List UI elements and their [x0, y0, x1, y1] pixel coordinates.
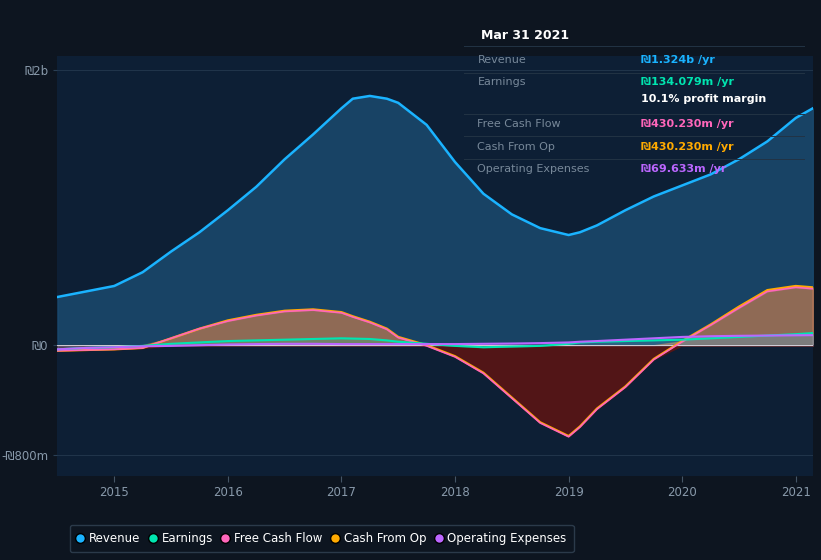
Text: ₪1.324b /yr: ₪1.324b /yr [641, 55, 715, 66]
Text: Revenue: Revenue [478, 55, 526, 66]
Text: ₪134.079m /yr: ₪134.079m /yr [641, 77, 734, 87]
Text: Operating Expenses: Operating Expenses [478, 164, 589, 174]
Text: 10.1% profit margin: 10.1% profit margin [641, 94, 766, 104]
Text: Cash From Op: Cash From Op [478, 142, 555, 152]
Legend: Revenue, Earnings, Free Cash Flow, Cash From Op, Operating Expenses: Revenue, Earnings, Free Cash Flow, Cash … [70, 525, 574, 552]
Text: Mar 31 2021: Mar 31 2021 [481, 29, 569, 42]
Text: Earnings: Earnings [478, 77, 526, 87]
Text: ₪69.633m /yr: ₪69.633m /yr [641, 164, 727, 174]
Text: Free Cash Flow: Free Cash Flow [478, 119, 561, 129]
Text: ₪430.230m /yr: ₪430.230m /yr [641, 119, 734, 129]
Text: ₪430.230m /yr: ₪430.230m /yr [641, 142, 734, 152]
